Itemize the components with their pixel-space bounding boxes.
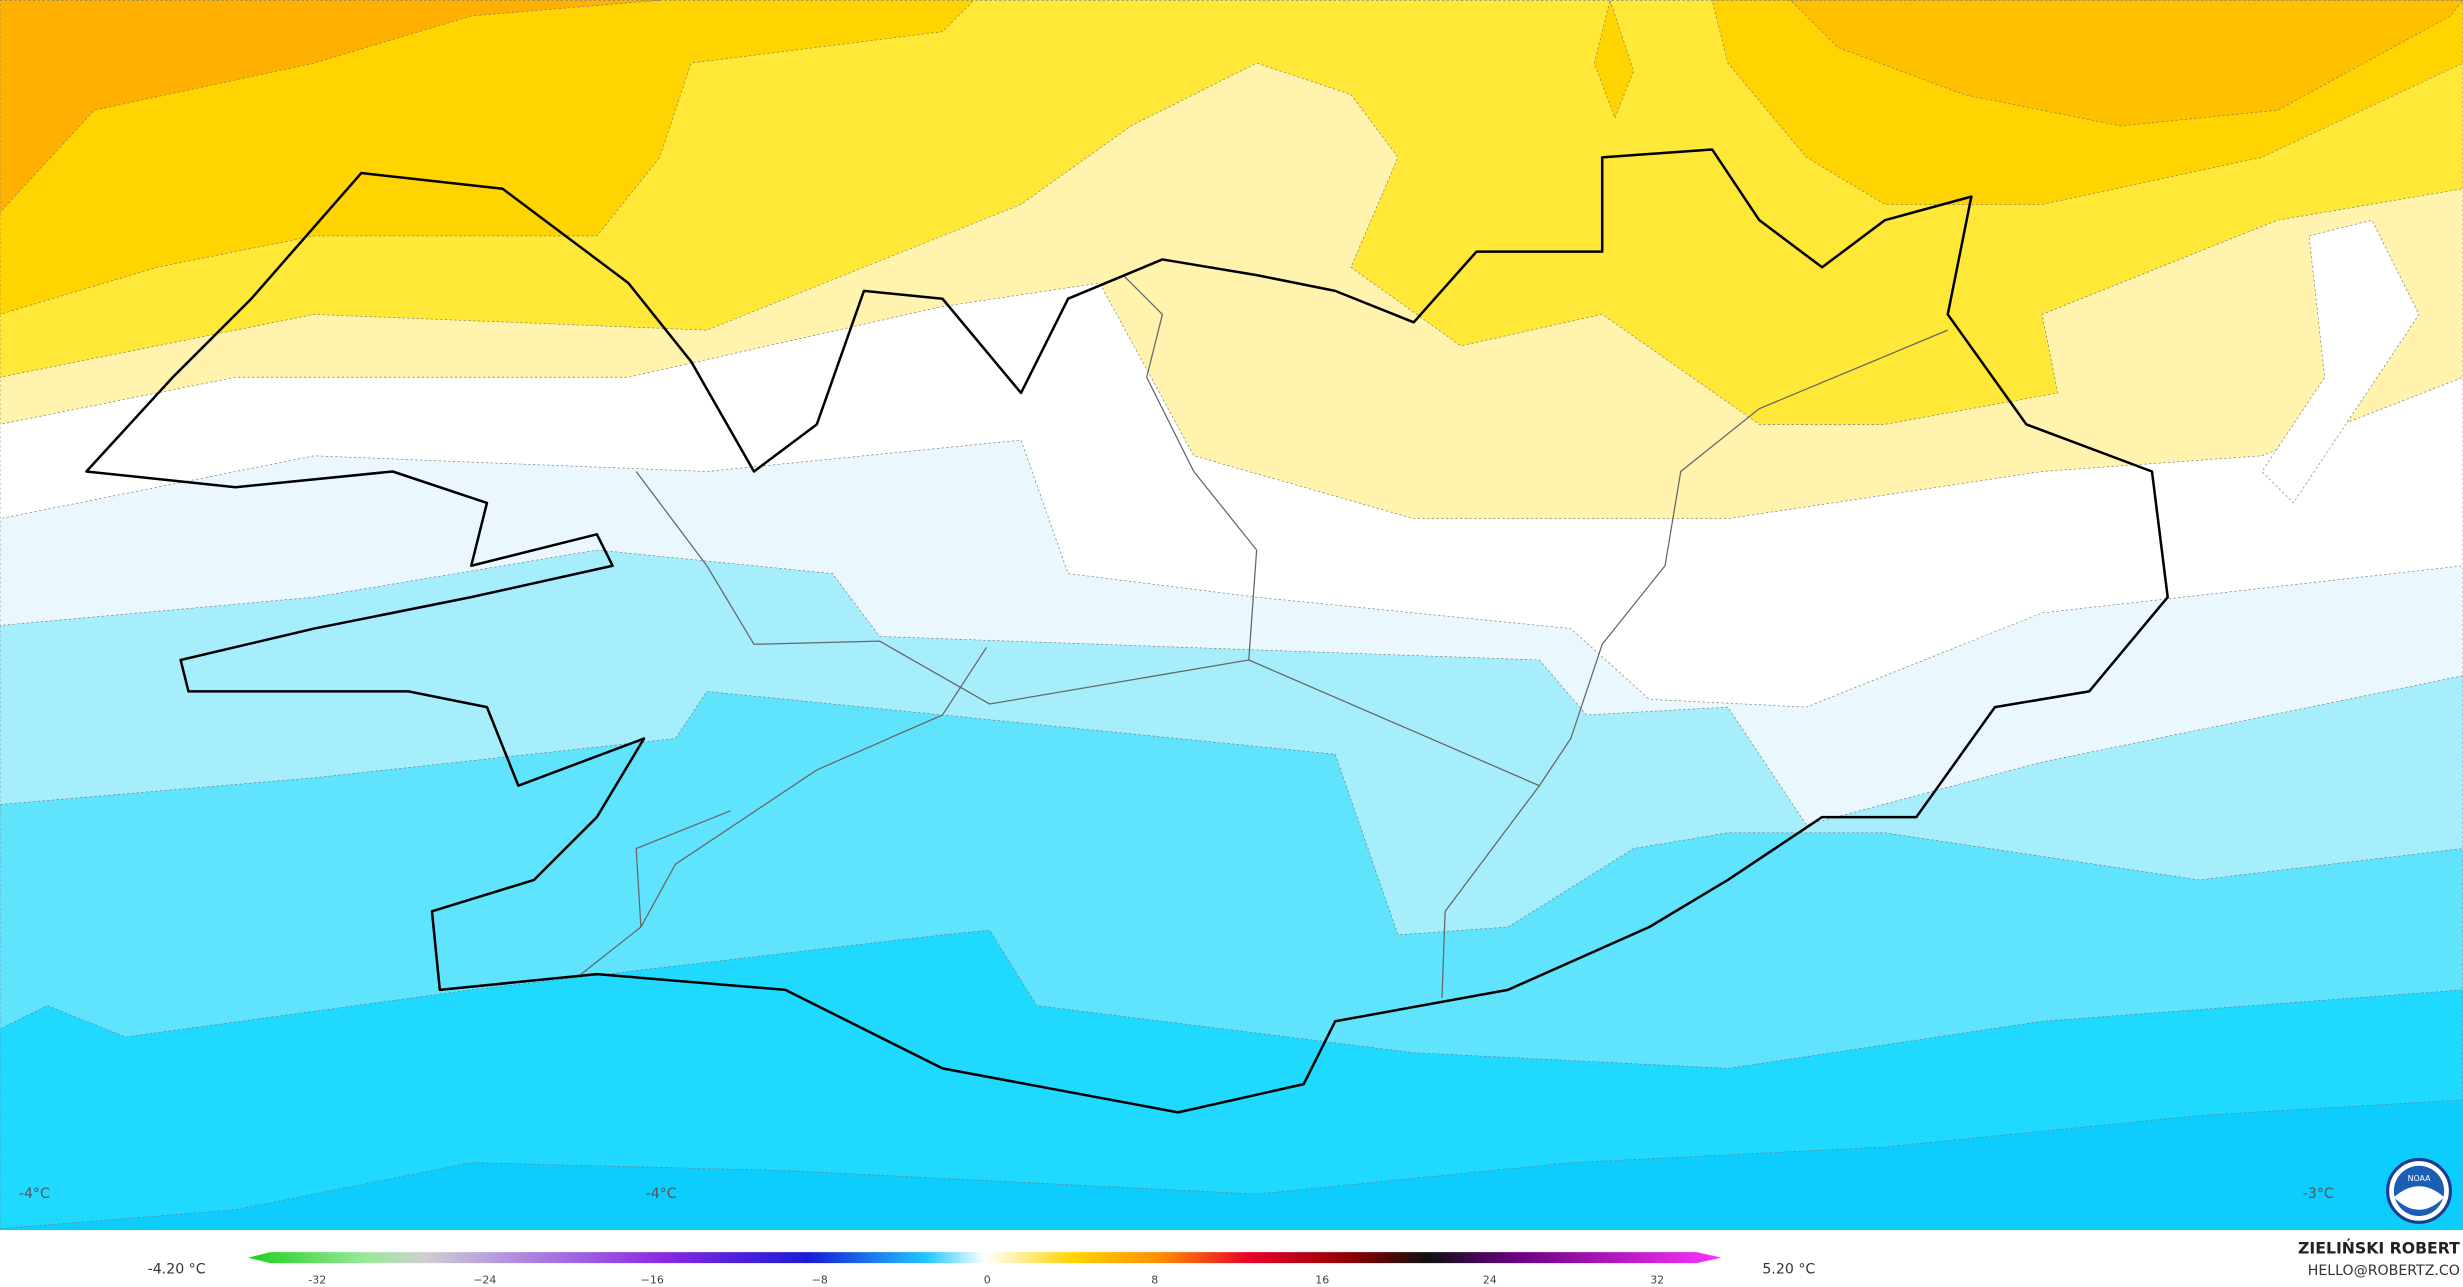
map-label: -4°C <box>19 1186 50 1202</box>
map-label: -3°C <box>2303 1186 2334 1202</box>
logo-text: NOAA <box>2408 1174 2431 1183</box>
region-borders <box>580 274 1949 998</box>
coastline <box>85 148 2169 1114</box>
contact: HELLO@ROBERTZ.CO <box>2308 1263 2460 1279</box>
colorbar-ticks: -32 −24 −16 −8 0 8 16 24 32 <box>308 1273 1664 1286</box>
colorbar-tick-label: 8 <box>1151 1273 1158 1286</box>
colorbar-tick-label: −24 <box>473 1273 496 1286</box>
colorbar-tick-label: -32 <box>308 1273 326 1286</box>
colorbar-min: -4.20 °C <box>148 1261 206 1277</box>
colorbar-tick-label: −16 <box>641 1273 664 1286</box>
temperature-field <box>0 0 2463 1231</box>
colorbar-tick-label: 0 <box>984 1273 991 1286</box>
colorbar-tick-label: 24 <box>1483 1273 1497 1286</box>
colorbar-max: 5.20 °C <box>1762 1261 1815 1277</box>
colorbar-tick-label: 16 <box>1315 1273 1329 1286</box>
colorbar-tick-label: −8 <box>812 1273 828 1286</box>
colorbar-tick-label: 32 <box>1650 1273 1664 1286</box>
noaa-logo: NOAA <box>2386 1157 2453 1224</box>
colorbar <box>248 1252 1722 1264</box>
author: ZIELIŃSKI ROBERT <box>2298 1239 2460 1258</box>
map-label: -4°C <box>646 1186 677 1202</box>
